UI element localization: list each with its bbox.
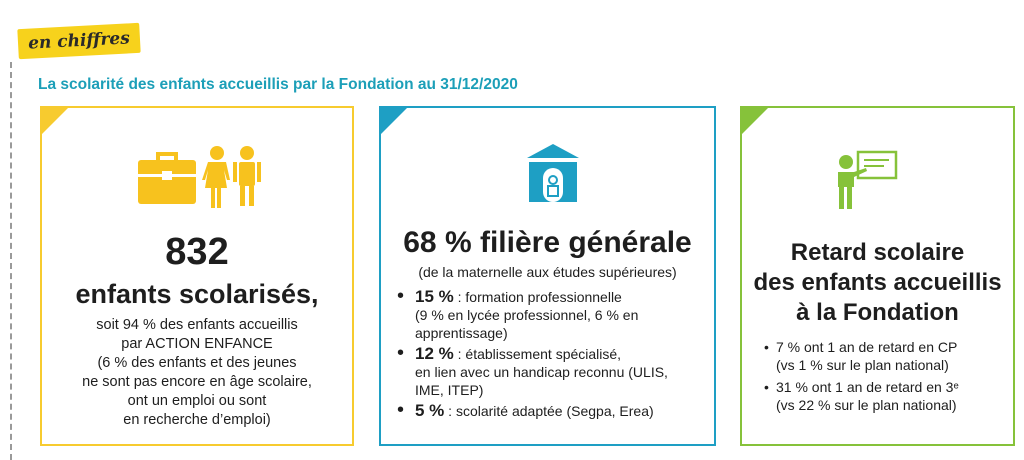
dashed-margin-line: [10, 62, 12, 460]
card-corner: [742, 108, 768, 134]
item-detail: (9 % en lycée professionnel, 6 % en appr…: [415, 307, 639, 341]
list-item: 7 % ont 1 an de retard en CP (vs 1 % sur…: [762, 338, 1002, 374]
general-track-headline: 68 % filière générale: [403, 226, 692, 259]
list-item: 31 % ont 1 an de retard en 3ᵉ (vs 22 % s…: [762, 378, 1002, 414]
enrolled-headline: enfants scolarisés,: [75, 279, 319, 309]
item-line: (vs 22 % sur le plan national): [776, 397, 957, 413]
list-item: 5 % : scolarité adaptée (Segpa, Erea): [395, 401, 695, 420]
track-breakdown-list: 15 % : formation professionnelle (9 % en…: [395, 287, 695, 420]
card-school-delay: Retard scolaire des enfants accueillis à…: [740, 106, 1015, 446]
item-text: : établissement spécialisé,: [453, 346, 622, 362]
teacher-board-icon: [838, 150, 898, 209]
headline-line: des enfants accueillis: [753, 269, 1002, 296]
description-line: ne sont pas encore en âge scolaire,: [82, 374, 312, 390]
card-corner: [381, 108, 407, 134]
list-item: 15 % : formation professionnelle (9 % en…: [395, 287, 695, 342]
description-line: (6 % des enfants et des jeunes: [97, 355, 297, 371]
description-line: par ACTION ENFANCE: [121, 336, 273, 352]
children-icon: [202, 146, 261, 208]
headline-line: Retard scolaire: [790, 239, 965, 266]
description-line: ont un emploi ou sont: [127, 393, 267, 409]
item-value: 15 %: [415, 287, 454, 306]
list-item: 12 % : établissement spécialisé, en lien…: [395, 344, 695, 399]
section-tag: en chiffres: [17, 22, 141, 60]
description-line: en recherche d’emploi): [123, 412, 271, 428]
item-value: 5 %: [415, 401, 445, 420]
description-line: soit 94 % des enfants accueillis: [96, 317, 298, 333]
school-delay-headline: Retard scolaire des enfants accueillis à…: [742, 238, 1013, 328]
briefcase-icon: [138, 152, 196, 204]
headline-line: à la Fondation: [796, 299, 959, 326]
item-text: : scolarité adaptée (Segpa, Erea): [444, 403, 654, 419]
item-line: 31 % ont 1 an de retard en 3ᵉ: [776, 379, 959, 395]
briefcase-children-icons: [138, 146, 261, 208]
page-heading: La scolarité des enfants accueillis par …: [38, 76, 518, 93]
item-detail: en lien avec un handicap reconnu (ULIS, …: [415, 364, 668, 398]
school-building-icon: [527, 144, 579, 202]
card-corner: [42, 108, 68, 134]
enrolled-description: soit 94 % des enfants accueillis par ACT…: [42, 316, 352, 430]
enrolled-count: 832: [165, 231, 229, 273]
general-track-subtitle: (de la maternelle aux études supérieures…: [418, 264, 677, 280]
item-value: 12 %: [415, 344, 454, 363]
section-tag-label: en chiffres: [27, 28, 131, 54]
card-general-track: 68 % filière générale (de la maternelle …: [379, 106, 716, 446]
item-line: (vs 1 % sur le plan national): [776, 357, 949, 373]
item-text: : formation professionnelle: [453, 289, 622, 305]
card-enrolled-children: 832 enfants scolarisés, soit 94 % des en…: [40, 106, 354, 446]
delay-stats-list: 7 % ont 1 an de retard en CP (vs 1 % sur…: [762, 338, 1002, 414]
item-line: 7 % ont 1 an de retard en CP: [776, 339, 958, 355]
